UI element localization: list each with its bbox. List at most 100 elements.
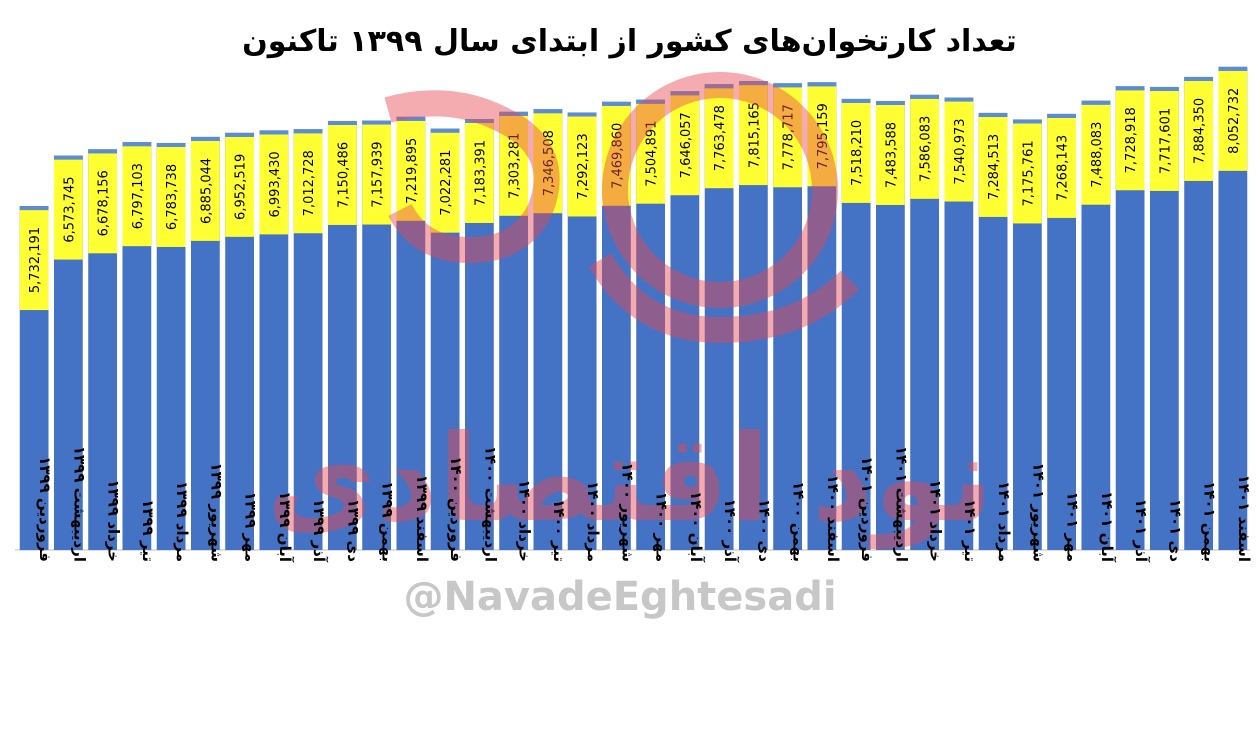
bar-cap bbox=[156, 142, 186, 147]
bar-cap bbox=[704, 84, 734, 89]
bar-group: 7,483,588 bbox=[875, 100, 905, 551]
bar-label-band bbox=[19, 210, 49, 311]
category-label: اسفند ۱۴۰۰ bbox=[824, 475, 842, 562]
bar-label-band bbox=[190, 140, 220, 241]
bar-value-label: 7,175,761 bbox=[1021, 140, 1036, 206]
bar-cap bbox=[533, 109, 563, 114]
category-label: شهریور ۱۳۹۹ bbox=[207, 462, 225, 562]
bar-value-label: 7,268,143 bbox=[1056, 135, 1071, 201]
bar-label-band bbox=[293, 133, 323, 234]
category-label: آذر ۱۴۰۱ bbox=[1132, 499, 1150, 563]
bar-cap bbox=[670, 91, 700, 96]
bar-label-band bbox=[807, 86, 837, 187]
bar-value-label: 7,346,508 bbox=[542, 130, 557, 196]
bar-group: 7,268,143 bbox=[1047, 113, 1077, 550]
category-label: اردیبهشت ۱۴۰۰ bbox=[481, 446, 499, 562]
bar-value-label: 7,292,123 bbox=[576, 133, 591, 199]
bar-value-label: 7,012,728 bbox=[302, 150, 317, 216]
bar-group: 6,797,103 bbox=[122, 142, 152, 550]
bar-value-label: 7,504,891 bbox=[645, 121, 660, 187]
bar-label-band bbox=[464, 122, 494, 223]
bar-label-band bbox=[156, 146, 186, 247]
bar-label-band bbox=[259, 134, 289, 235]
bar-label-band bbox=[738, 85, 768, 186]
bar-group: 7,012,728 bbox=[293, 129, 323, 550]
category-label: آبان ۱۴۰۰ bbox=[687, 491, 705, 563]
bar-value-label: 7,884,350 bbox=[1193, 98, 1208, 164]
bar-label-band bbox=[1012, 123, 1042, 224]
bar-label-band bbox=[670, 95, 700, 196]
bar-value-label: 6,783,738 bbox=[165, 164, 180, 230]
bar-value-label: 6,952,519 bbox=[234, 154, 249, 220]
category-label: بهمن ۱۴۰۰ bbox=[790, 481, 808, 562]
logo-ring bbox=[602, 72, 838, 308]
bar-cap bbox=[327, 120, 357, 125]
bar-value-label: 7,795,159 bbox=[816, 103, 831, 169]
category-label: اسفند ۱۳۹۹ bbox=[413, 475, 431, 562]
bar-value-label: 7,469,860 bbox=[610, 123, 625, 189]
bar-value-label: 6,797,103 bbox=[131, 163, 146, 229]
bar-group: 6,678,156 bbox=[88, 149, 118, 550]
bar-group: 7,518,210 bbox=[841, 98, 871, 550]
bar-label-band bbox=[601, 105, 631, 206]
bar-value-label: 7,284,513 bbox=[987, 134, 1002, 200]
bar-value-label: 7,763,478 bbox=[713, 105, 728, 171]
bar-group: 6,885,044 bbox=[190, 136, 220, 551]
bar-value-label: 7,150,486 bbox=[336, 142, 351, 208]
bar-group: 7,646,057 bbox=[670, 91, 700, 551]
category-label: اسفند ۱۴۰۱ bbox=[1235, 475, 1253, 562]
bar-cap bbox=[259, 130, 289, 135]
bar-group: 7,022,281 bbox=[430, 128, 460, 550]
bar-value-label: 7,219,895 bbox=[405, 138, 420, 204]
bar-group: 6,993,430 bbox=[259, 130, 289, 550]
bar-group: 6,952,519 bbox=[225, 132, 255, 550]
category-label: خرداد ۱۴۰۱ bbox=[927, 479, 945, 562]
category-label: فروردین ۱۳۹۹ bbox=[36, 456, 54, 562]
bar-cap bbox=[225, 132, 255, 137]
category-label: دی ۱۴۰۰ bbox=[755, 499, 773, 563]
bar-group: 8,052,732 bbox=[1218, 66, 1248, 550]
watermark-logo-text: نود اقتصادی bbox=[266, 410, 993, 549]
bar-group: 6,573,745 bbox=[53, 155, 83, 550]
bar-group: 5,732,191 bbox=[19, 206, 49, 550]
bar-label-band bbox=[533, 113, 563, 214]
bar-cap bbox=[362, 120, 392, 125]
chart-title: تعداد کارتخوان‌های کشور از ابتدای سال ۱۳… bbox=[242, 24, 1017, 59]
bar-group: 7,303,281 bbox=[499, 111, 529, 551]
bar-value-label: 7,518,210 bbox=[850, 120, 865, 186]
bar-value-label: 7,488,083 bbox=[1090, 122, 1105, 188]
category-label: بهمن ۱۳۹۹ bbox=[379, 481, 397, 562]
category-label: تیر ۱۴۰۰ bbox=[550, 499, 568, 562]
watermark: نود اقتصادی @NavadeEghtesadi bbox=[266, 72, 994, 620]
bar-label-band bbox=[704, 88, 734, 189]
bar-value-label: 6,885,044 bbox=[199, 158, 214, 224]
category-label: مرداد ۱۳۹۹ bbox=[173, 481, 191, 562]
category-label: فروردین ۱۴۰۱ bbox=[858, 456, 876, 562]
category-label: بهمن ۱۴۰۱ bbox=[1201, 481, 1219, 562]
bar-group: 7,717,601 bbox=[1149, 86, 1179, 550]
bar-group: 7,469,860 bbox=[601, 101, 631, 550]
bar-cap bbox=[978, 112, 1008, 117]
category-label: آذر ۱۳۹۹ bbox=[310, 499, 328, 563]
category-label: شهریور ۱۴۰۰ bbox=[618, 462, 636, 562]
bar-group: 7,183,391 bbox=[464, 118, 494, 551]
bar-cap bbox=[773, 83, 803, 88]
bar-cap bbox=[1149, 86, 1179, 91]
watermark-logo: نود اقتصادی bbox=[266, 72, 994, 549]
bar-group: 7,815,165 bbox=[738, 81, 768, 551]
logo-swirl-bottom bbox=[588, 253, 860, 344]
bar-value-label: 7,157,939 bbox=[371, 141, 386, 207]
category-label: آبان ۱۴۰۱ bbox=[1098, 491, 1116, 563]
bar-group: 7,292,123 bbox=[567, 112, 597, 550]
bar-cap bbox=[1115, 86, 1145, 91]
bar-group: 7,488,083 bbox=[1081, 100, 1111, 550]
bar-label-band bbox=[1149, 90, 1179, 191]
category-label: مهر ۱۳۹۹ bbox=[242, 492, 260, 562]
bar-group: 7,763,478 bbox=[704, 84, 734, 551]
bar-cap bbox=[88, 149, 118, 154]
bar-cap bbox=[567, 112, 597, 117]
bar-label-band bbox=[636, 103, 666, 204]
bar-label-band bbox=[1115, 90, 1145, 191]
bar-cap bbox=[1184, 76, 1214, 81]
